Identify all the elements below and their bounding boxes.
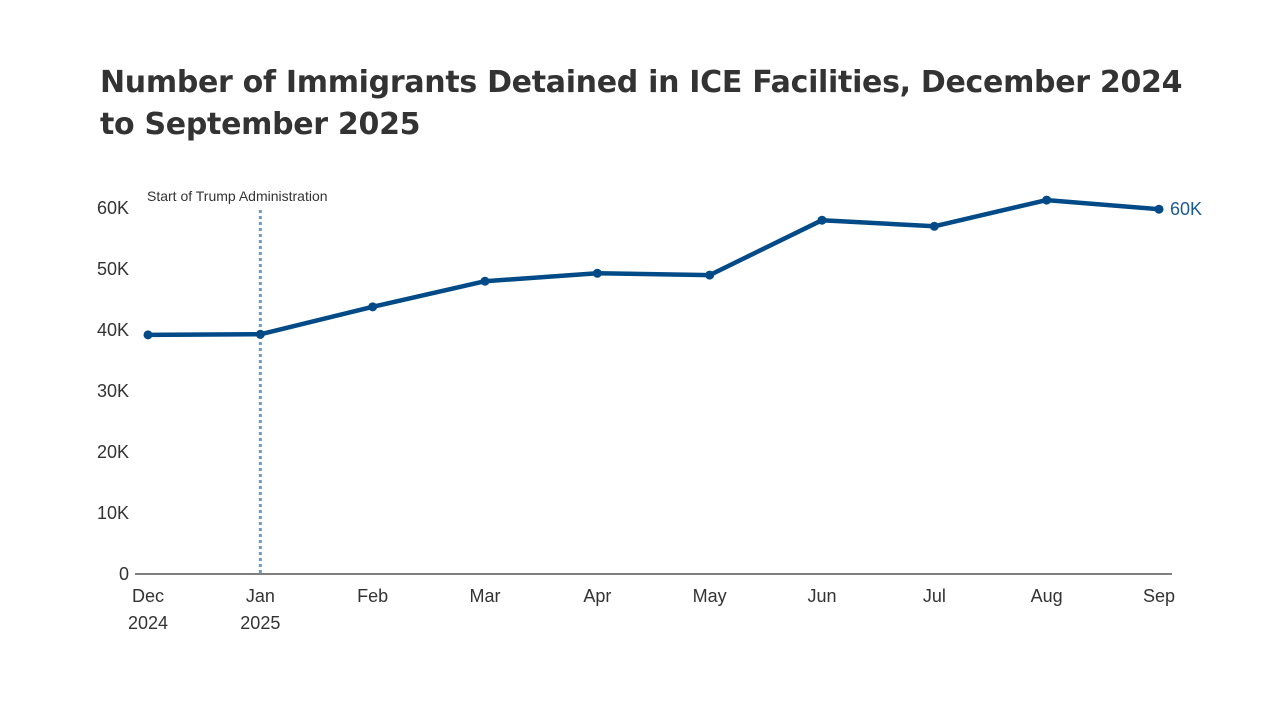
- y-tick-label: 30K: [97, 381, 129, 401]
- y-tick-label: 20K: [97, 442, 129, 462]
- annotation: Start of Trump Administration: [147, 188, 328, 574]
- data-point: [929, 221, 939, 231]
- data-point: [592, 268, 602, 278]
- x-tick-label: May: [693, 586, 727, 606]
- data-point: [705, 270, 715, 280]
- annotation-label: Start of Trump Administration: [147, 188, 328, 204]
- x-tick-label: Mar: [470, 586, 501, 606]
- x-tick-label: Aug: [1031, 586, 1063, 606]
- y-tick-label: 50K: [97, 259, 129, 279]
- x-tick-label: Jul: [923, 586, 946, 606]
- x-tick-label: Dec: [132, 586, 164, 606]
- data-point: [1042, 195, 1052, 205]
- x-tick-label-year: 2024: [128, 613, 168, 633]
- y-tick-label: 0: [119, 564, 129, 584]
- series: 60K: [143, 195, 1202, 340]
- x-tick-label: Jan: [246, 586, 275, 606]
- y-axis: 0 10K 20K 30K 40K 50K 60K: [97, 198, 129, 584]
- x-tick-label: Apr: [583, 586, 611, 606]
- series-line: [145, 197, 1162, 338]
- data-point: [143, 330, 153, 340]
- x-tick-label: Feb: [357, 586, 388, 606]
- end-value-label: 60K: [1170, 199, 1202, 219]
- data-point: [1154, 204, 1164, 214]
- data-point: [817, 215, 827, 225]
- data-point: [480, 276, 490, 286]
- x-tick-label-year: 2025: [240, 613, 280, 633]
- chart-title: Number of Immigrants Detained in ICE Fac…: [100, 65, 1183, 142]
- x-tick-label: Jun: [807, 586, 836, 606]
- y-tick-label: 40K: [97, 320, 129, 340]
- x-axis: Dec 2024 Jan 2025 Feb Mar Apr May Jun Jul Aug Sep: [128, 573, 1175, 633]
- data-point: [368, 302, 378, 312]
- y-tick-label: 10K: [97, 503, 129, 523]
- x-tick-label: Sep: [1143, 586, 1175, 606]
- y-tick-label: 60K: [97, 198, 129, 218]
- data-point: [255, 329, 265, 339]
